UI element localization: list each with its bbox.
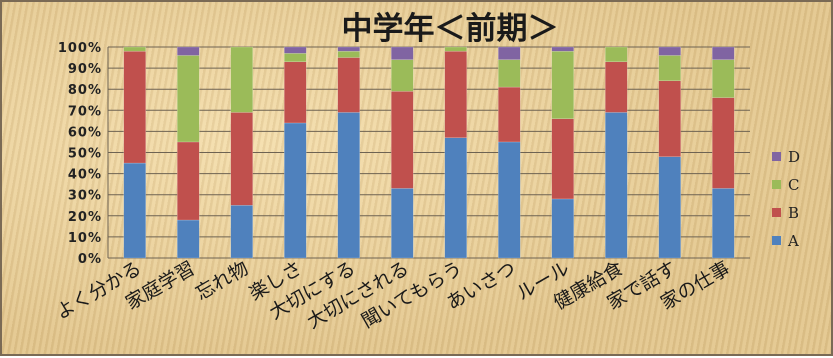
bar-segment-d (712, 46, 735, 60)
bar-segment-c (123, 46, 146, 52)
bar-segment-a (605, 112, 628, 259)
bar-segment-b (123, 50, 146, 164)
bar-segment-c (444, 46, 467, 52)
y-tick-label: 90% (68, 62, 102, 77)
bar-segment-b (391, 91, 414, 189)
bar-segment-a (284, 122, 307, 259)
y-tick-label: 0% (78, 252, 102, 267)
bar-segment-d (498, 46, 521, 60)
bar-segment-a (123, 162, 146, 259)
bar-segment-b (230, 112, 253, 206)
bar-segment-a (498, 141, 521, 259)
bar-segment-c (605, 46, 628, 63)
x-tick-label: 忘れ物 (192, 257, 252, 305)
bar-segment-b (658, 80, 681, 157)
legend-label: C (788, 176, 799, 194)
y-tick-label: 20% (68, 210, 102, 225)
bar-segment-c (337, 50, 360, 58)
bar-segment-c (177, 55, 200, 143)
legend-label: A (787, 232, 799, 250)
bar-segment-a (230, 205, 253, 259)
bar-segment-b (177, 141, 200, 221)
y-tick-label: 100% (58, 41, 102, 56)
y-tick-label: 30% (68, 189, 102, 204)
bar-segment-b (551, 118, 574, 200)
gridlines (108, 46, 750, 259)
bar-segment-a (551, 198, 574, 259)
bar-segment-c (658, 55, 681, 82)
bar-segment-b (712, 97, 735, 189)
y-tick-label: 70% (68, 104, 102, 119)
bar-segment-b (498, 86, 521, 143)
y-tick-label: 50% (68, 147, 102, 162)
bar-segment-a (337, 112, 360, 259)
bar-segment-a (658, 156, 681, 259)
bar-segment-b (284, 61, 307, 124)
y-tick-label: 40% (68, 168, 102, 183)
bar-segment-a (444, 137, 467, 259)
bar-segment-c (498, 59, 521, 88)
y-tick-label: 80% (68, 83, 102, 98)
legend-label: D (788, 148, 800, 166)
bar-segment-c (391, 59, 414, 92)
bar-segment-d (391, 46, 414, 60)
bar-segment-b (605, 61, 628, 113)
legend-label: B (788, 204, 799, 222)
bar-segment-a (391, 188, 414, 259)
y-axis: 0% 10% 20% 30% 40% 50% 60% 70% 80% 90% 100% (58, 41, 109, 267)
legend-swatch (772, 180, 781, 189)
bar-segment-d (177, 46, 200, 56)
bar-segment-c (284, 53, 307, 63)
bar-segment-c (712, 59, 735, 98)
legend-swatch (772, 236, 781, 245)
x-axis-labels: よく分かる家庭学習忘れ物楽しさ大切にする大切にされる聞いてもらうあいさつルール健… (52, 257, 734, 333)
y-tick-label: 10% (68, 231, 102, 246)
y-tick-label: 60% (68, 125, 102, 140)
chart-title: 中学年＜前期＞ (342, 11, 559, 47)
legend-swatch (772, 208, 781, 217)
bar-segment-c (551, 50, 574, 119)
bar-segment-d (337, 46, 360, 52)
bars (123, 46, 735, 259)
bar-segment-d (551, 46, 574, 52)
bar-segment-b (337, 57, 360, 113)
bar-segment-d (658, 46, 681, 56)
bar-segment-a (177, 219, 200, 259)
bar-segment-b (444, 50, 467, 138)
bar-segment-d (284, 46, 307, 54)
bar-segment-a (712, 188, 735, 259)
bar-segment-c (230, 46, 253, 113)
legend-swatch (772, 152, 781, 161)
